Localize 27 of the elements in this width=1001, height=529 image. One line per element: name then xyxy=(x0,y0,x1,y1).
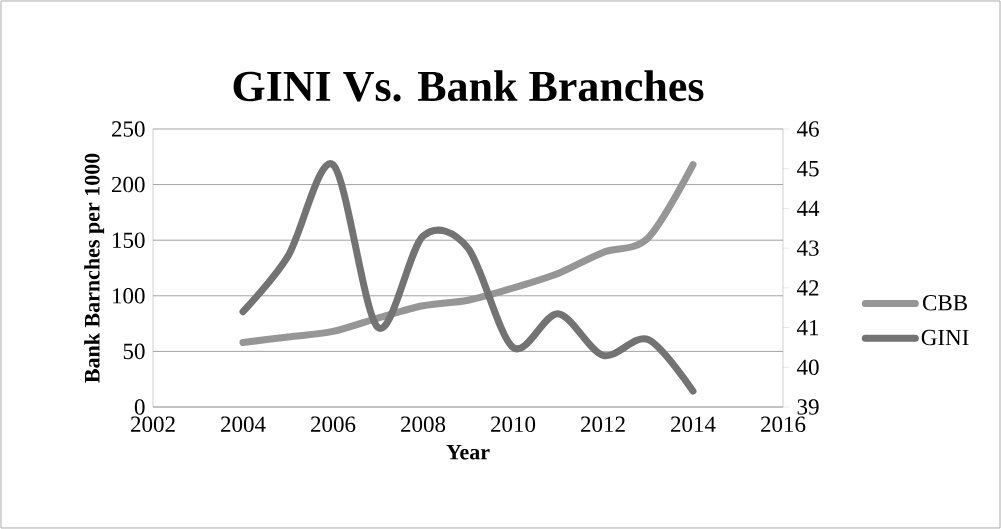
legend-label: CBB xyxy=(923,295,967,311)
y2-tick-label: 46 xyxy=(796,121,819,137)
y2-tick-label: 44 xyxy=(796,200,820,216)
y-tick-label: 250 xyxy=(111,121,145,137)
y-axis-title: Bank Barnches per 1000 xyxy=(84,153,105,383)
chart-title: GINI Vs. Bank Branches xyxy=(233,70,704,102)
legend-label: GINI xyxy=(921,329,969,346)
y2-tick-label: 45 xyxy=(796,161,819,177)
y2-tick-label: 39 xyxy=(797,399,819,415)
y-tick-label: 0 xyxy=(134,399,145,415)
y2-tick-label: 42 xyxy=(796,280,819,296)
x-tick-label: 2006 xyxy=(311,416,356,433)
x-tick-label: 2004 xyxy=(221,416,266,433)
x-tick-label: 2002 xyxy=(131,416,175,433)
y2-tick-label: 41 xyxy=(796,319,819,336)
y2-tick-label: 40 xyxy=(796,359,819,376)
x-axis-title: Year xyxy=(446,444,490,460)
x-tick-label: 2008 xyxy=(401,416,446,433)
y2-tick-label: 43 xyxy=(796,240,819,256)
y-tick-label: 50 xyxy=(123,343,145,360)
y-tick-label: 150 xyxy=(113,232,145,248)
y-tick-label: 100 xyxy=(113,288,145,304)
x-tick-label: 2014 xyxy=(671,416,716,433)
x-tick-label: 2010 xyxy=(491,416,536,433)
x-tick-label: 2012 xyxy=(581,416,625,433)
x-tick-label: 2016 xyxy=(761,416,806,433)
y-tick-label: 200 xyxy=(111,176,145,193)
